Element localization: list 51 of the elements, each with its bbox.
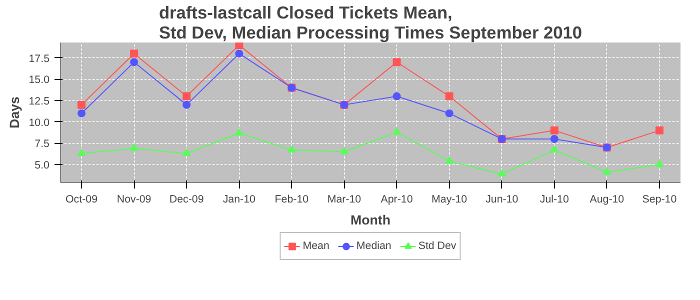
point [445, 109, 454, 118]
point [78, 148, 86, 156]
x-tick-label: Feb-10 [274, 194, 309, 206]
x-tick-label: Nov-09 [116, 194, 152, 206]
legend-label: Mean [302, 240, 330, 252]
x-tick-label: Mar-10 [327, 194, 362, 206]
y-tick-label: 10.0 [28, 116, 50, 129]
point [392, 128, 401, 135]
y-tick-label: 15.0 [28, 74, 50, 86]
point [340, 147, 348, 154]
point [392, 92, 401, 100]
point [235, 128, 244, 136]
point [182, 100, 191, 109]
point [550, 146, 558, 153]
point [550, 126, 558, 134]
point [445, 92, 454, 100]
y-axis-title: Days [6, 96, 22, 128]
point [235, 50, 244, 58]
point [78, 100, 86, 109]
point [550, 134, 558, 143]
point [498, 169, 506, 176]
point [392, 58, 401, 66]
point [235, 42, 244, 50]
chart-title: drafts-lastcall Closed Tickets Mean, Std Dev, Median Processing Times September 2010 [158, 2, 582, 42]
x-tick-label: Dec-09 [169, 194, 204, 206]
x-tick-label: Apr-10 [380, 194, 413, 206]
point [445, 156, 454, 164]
x-tick-label: Jun-10 [486, 194, 518, 206]
legend-label: Std Dev [418, 240, 456, 252]
legend-label: Median [356, 240, 392, 252]
point [78, 109, 86, 118]
x-tick-label: Oct-09 [66, 194, 98, 206]
point [655, 126, 664, 134]
point [130, 144, 138, 151]
point [130, 50, 138, 58]
x-tick-label: May-10 [432, 194, 468, 206]
x-axis-title: Month [350, 212, 390, 228]
x-tick-label: Sep-10 [642, 194, 677, 206]
y-tick-label: 5.0 [34, 160, 50, 172]
y-tick-label: 17.5 [28, 52, 50, 65]
x-tick-label: Jan-10 [222, 194, 256, 206]
point [288, 146, 296, 153]
point [182, 92, 191, 100]
y-tick-label: 7.5 [34, 138, 50, 150]
x-tick-label: Aug-10 [590, 194, 624, 206]
point [655, 160, 664, 168]
point [130, 58, 138, 66]
point [182, 148, 191, 156]
point [602, 168, 611, 175]
x-tick-label: Jul-10 [540, 194, 569, 206]
y-tick-label: 12.5 [28, 96, 50, 108]
